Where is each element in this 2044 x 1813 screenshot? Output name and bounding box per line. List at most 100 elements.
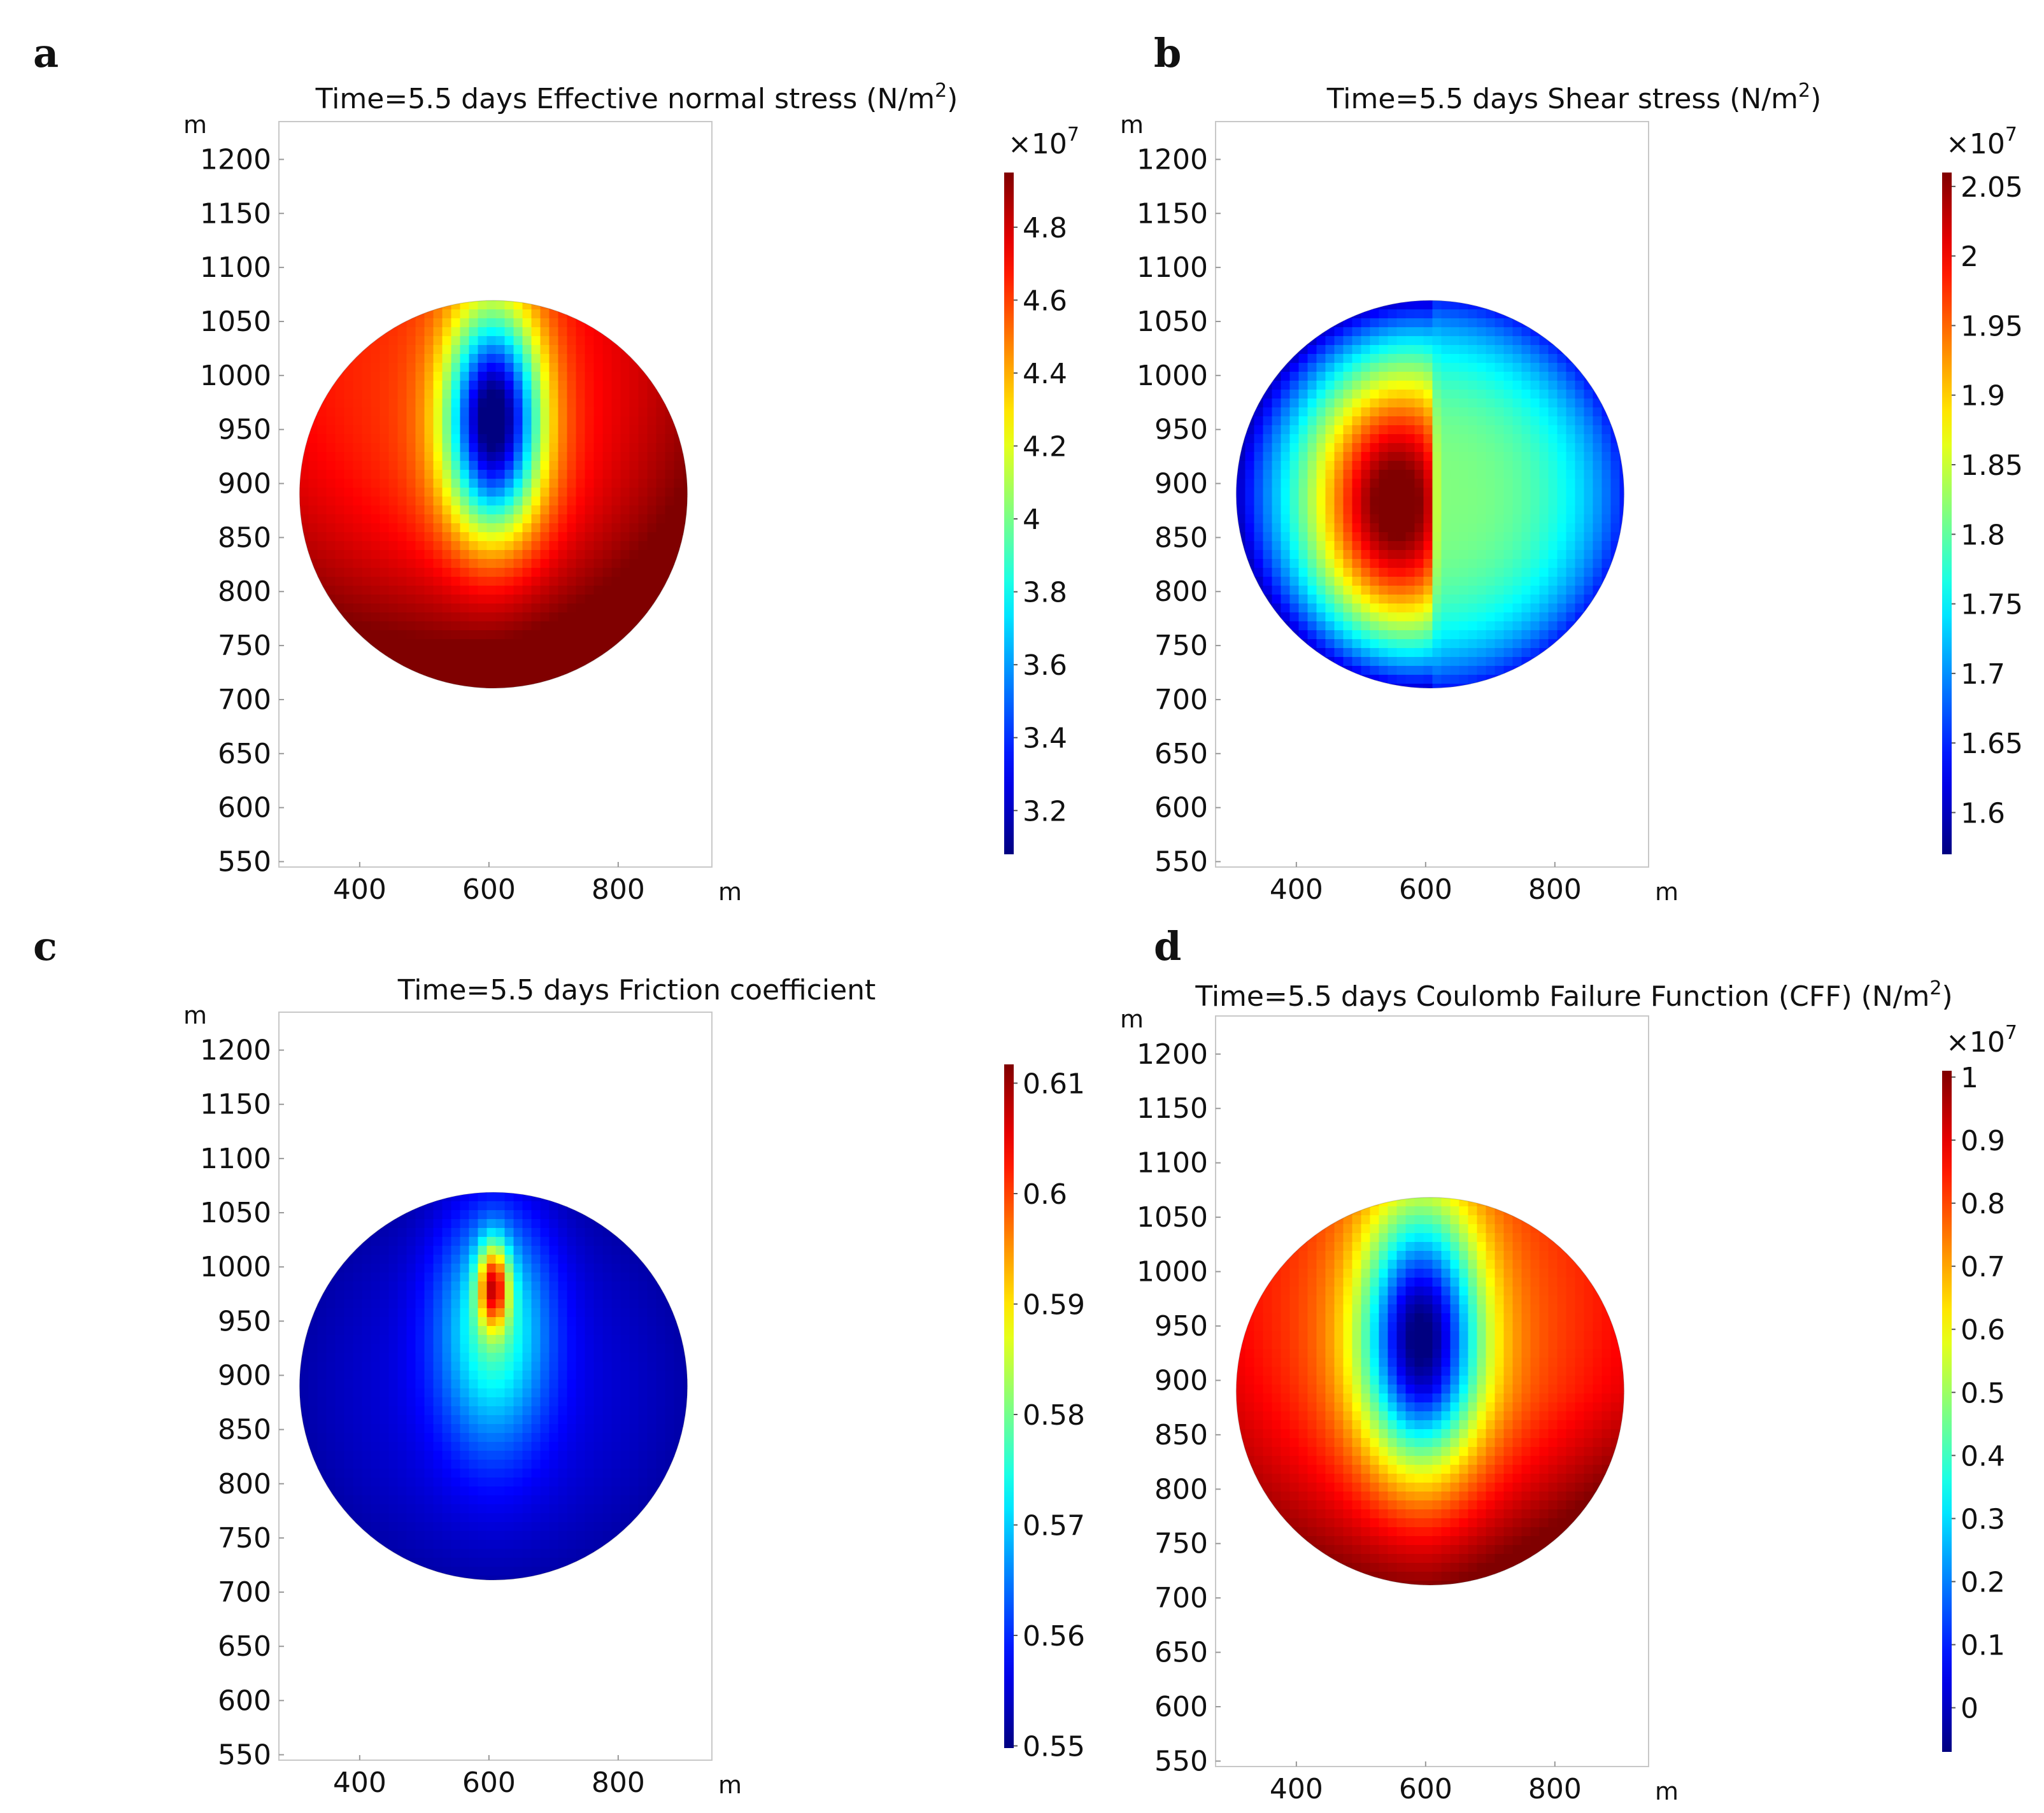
heatmap-cell <box>469 434 479 444</box>
heatmap-cell <box>522 630 532 640</box>
heatmap-cell <box>433 416 443 426</box>
heatmap-cell <box>1477 514 1487 524</box>
heatmap-cell <box>522 1513 532 1523</box>
heatmap-cell <box>1379 309 1389 319</box>
heatmap-cell <box>1396 630 1407 640</box>
heatmap-cell <box>1423 372 1433 381</box>
heatmap-cell <box>576 1379 586 1389</box>
heatmap-cell <box>1548 568 1558 577</box>
heatmap-cell <box>1521 621 1531 631</box>
heatmap-cell <box>326 1299 336 1309</box>
heatmap-cell <box>647 434 657 444</box>
heatmap-cell <box>1272 416 1282 426</box>
heatmap-cell <box>469 550 479 560</box>
heatmap-cell <box>1459 372 1469 381</box>
heatmap-cell <box>424 648 434 658</box>
heatmap-cell <box>522 452 532 462</box>
heatmap-cell <box>504 1237 515 1246</box>
heatmap-cell <box>415 390 425 399</box>
heatmap-cell <box>611 416 621 426</box>
heatmap-cell <box>451 1522 461 1532</box>
heatmap-cell <box>540 1460 550 1469</box>
heatmap-cell <box>576 1495 586 1505</box>
heatmap-cell <box>344 612 354 622</box>
heatmap-cell <box>317 523 327 533</box>
y-tick-label: 1000 <box>200 1251 271 1283</box>
heatmap-cell <box>638 461 648 470</box>
heatmap-cell <box>1414 399 1424 408</box>
heatmap-cell <box>1432 470 1442 479</box>
heatmap-cell <box>495 1353 506 1362</box>
heatmap-cell <box>1334 497 1344 506</box>
heatmap-cell <box>656 505 666 515</box>
heatmap-cell <box>371 1433 381 1443</box>
heatmap-cell <box>478 1415 488 1425</box>
colorbar-tick-label: 0.55 <box>1023 1731 1085 1763</box>
heatmap-cell <box>371 354 381 363</box>
heatmap-cell <box>513 666 523 675</box>
heatmap-cell <box>1575 425 1585 435</box>
heatmap-cell <box>513 1522 523 1532</box>
heatmap-cell <box>1432 354 1442 363</box>
heatmap-cell <box>371 532 381 542</box>
heatmap-cell <box>451 532 461 542</box>
heatmap-cell <box>558 1504 568 1514</box>
heatmap-cell <box>1575 381 1585 390</box>
heatmap-cell <box>513 1201 523 1211</box>
heatmap-cell <box>647 541 657 551</box>
heatmap-cell <box>1593 541 1603 551</box>
heatmap-cell <box>1405 345 1416 355</box>
heatmap-cell <box>469 1495 479 1505</box>
heatmap-cell <box>629 505 639 515</box>
heatmap-cell <box>335 416 345 426</box>
heatmap-cell <box>442 318 452 328</box>
heatmap-cell <box>486 300 497 310</box>
heatmap-cell <box>371 488 381 497</box>
heatmap-cell <box>424 452 434 462</box>
heatmap-cell <box>1388 532 1398 542</box>
heatmap-cell <box>540 1495 550 1505</box>
heatmap-cell <box>1441 470 1451 479</box>
heatmap-cell <box>1441 621 1451 631</box>
heatmap-cell <box>683 461 688 470</box>
heatmap-cell <box>362 1486 372 1496</box>
heatmap-cell <box>1548 407 1558 417</box>
heatmap-cell <box>593 1406 604 1416</box>
heatmap-cell <box>299 1406 309 1416</box>
heatmap-cell <box>433 425 443 435</box>
heatmap-cell <box>1521 639 1531 649</box>
heatmap-cell <box>1281 425 1291 435</box>
heatmap-cell <box>1593 425 1603 435</box>
heatmap-cell <box>415 425 425 435</box>
heatmap-cell <box>1298 434 1309 444</box>
heatmap-cell <box>442 1549 452 1558</box>
heatmap-cell <box>1557 612 1567 622</box>
heatmap-cell <box>317 1415 327 1425</box>
heatmap-cell <box>380 1228 390 1238</box>
heatmap-cell <box>362 1442 372 1451</box>
heatmap-cell <box>326 1388 336 1398</box>
heatmap-cell <box>567 1371 577 1380</box>
heatmap-cell <box>1334 559 1344 568</box>
heatmap-cell <box>433 1379 443 1389</box>
heatmap-cell <box>1503 514 1514 524</box>
heatmap-cell <box>513 1549 523 1558</box>
colorbar-tick-label: 1.75 <box>1961 589 2023 621</box>
heatmap-cell <box>1423 390 1433 399</box>
heatmap-cell <box>442 488 452 497</box>
heatmap-cell <box>1441 381 1451 390</box>
heatmap-cell <box>388 1388 399 1398</box>
heatmap-cell <box>593 577 604 586</box>
colorbar-tick-label: 2.05 <box>1961 171 2023 204</box>
heatmap-cell <box>406 505 416 515</box>
heatmap-cell <box>397 470 408 479</box>
heatmap-cell <box>504 684 515 688</box>
heatmap-cell <box>388 399 399 408</box>
heatmap-cell <box>504 586 515 595</box>
heatmap-cell <box>513 550 523 560</box>
heatmap-cell <box>478 1397 488 1407</box>
heatmap-cell <box>486 1308 497 1318</box>
heatmap-cell <box>647 505 657 515</box>
heatmap-cell <box>406 1495 416 1505</box>
heatmap-cell <box>1450 399 1460 408</box>
